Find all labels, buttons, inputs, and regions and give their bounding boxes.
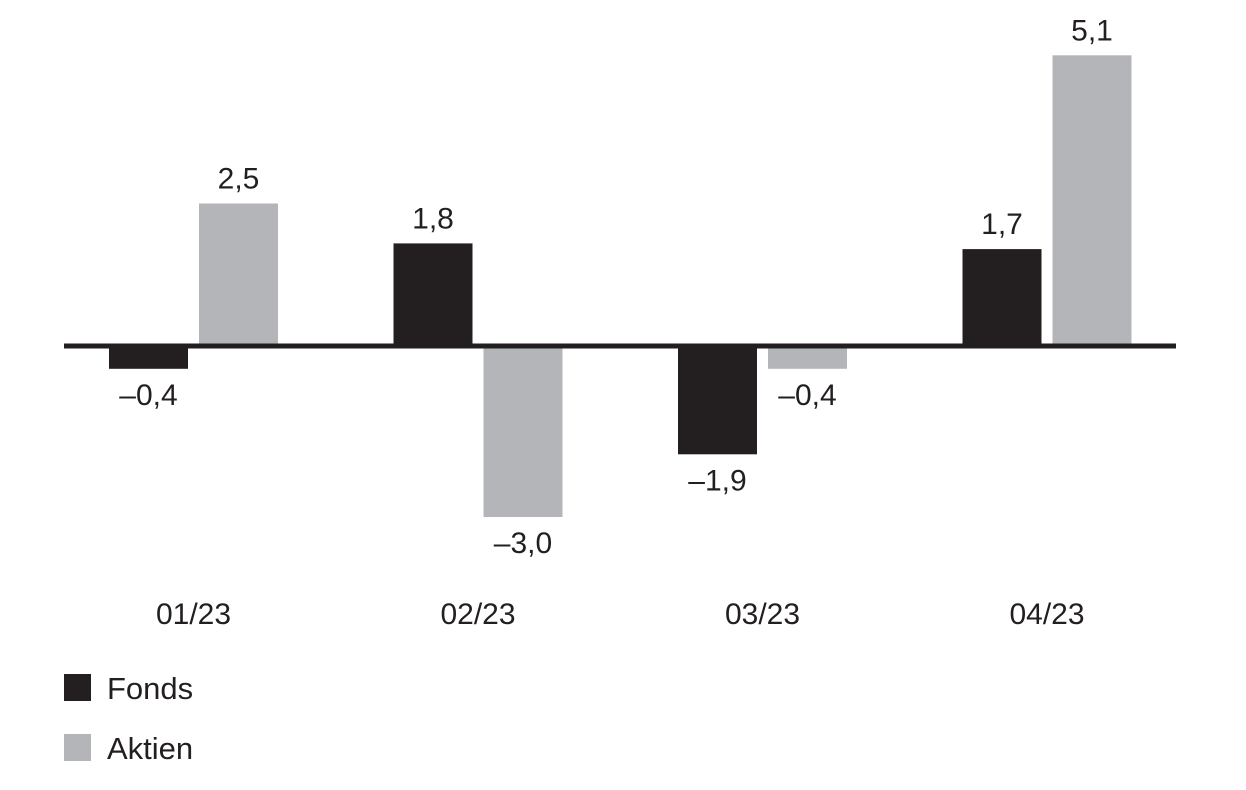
bar-fonds-2 <box>393 243 473 346</box>
bars-group <box>109 55 1132 517</box>
bar-fonds-1 <box>109 346 188 369</box>
category-label: 03/23 <box>725 598 800 631</box>
legend-label-aktien: Aktien <box>107 731 193 766</box>
value-label-aktien-2: –3,0 <box>494 527 552 560</box>
legend: Fonds Aktien <box>64 671 193 766</box>
value-label-fonds-3: –1,9 <box>688 464 746 497</box>
category-label: 04/23 <box>1009 598 1084 631</box>
category-label: 01/23 <box>156 598 231 631</box>
value-label-fonds-2: 1,8 <box>412 202 454 235</box>
value-label-aktien-3: –0,4 <box>778 379 836 412</box>
legend-label-fonds: Fonds <box>107 671 193 706</box>
bar-fonds-3 <box>678 346 757 455</box>
value-labels-group: –0,4 2,5 1,8 –3,0 –1,9 –0,4 1,7 5,1 <box>119 14 1113 560</box>
value-label-aktien-4: 5,1 <box>1071 14 1113 47</box>
legend-swatch-aktien <box>64 734 91 761</box>
bar-aktien-1 <box>199 203 278 346</box>
category-labels-group: 01/23 02/23 03/23 04/23 <box>156 598 1085 631</box>
legend-swatch-fonds <box>64 674 91 701</box>
bar-fonds-4 <box>962 249 1042 346</box>
value-label-fonds-4: 1,7 <box>981 208 1023 241</box>
value-label-fonds-1: –0,4 <box>119 379 177 412</box>
bar-aktien-3 <box>768 346 847 369</box>
value-label-aktien-1: 2,5 <box>218 163 260 196</box>
category-label: 02/23 <box>440 598 515 631</box>
bar-aktien-4 <box>1052 55 1132 347</box>
bar-aktien-2 <box>483 346 563 517</box>
